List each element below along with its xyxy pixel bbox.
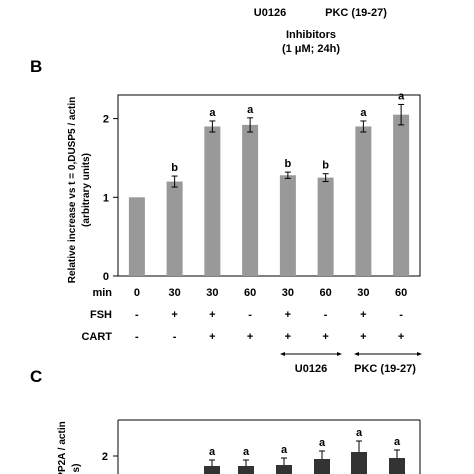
bar: [242, 124, 259, 276]
row-min-cell: 30: [282, 287, 294, 299]
group-bracket-u0126: [280, 352, 342, 356]
top-dose-label: (1 μM; 24h): [282, 43, 340, 55]
row-fsh-cell: -: [135, 309, 139, 321]
panel-c-bar: [204, 466, 220, 474]
significance-letter: a: [247, 104, 254, 116]
row-fsh-cell: +: [285, 309, 291, 321]
bar: [128, 197, 145, 276]
ytick-label: 0: [103, 271, 109, 283]
bar: [393, 114, 410, 276]
bar: [166, 181, 183, 276]
row-fsh-cell: +: [360, 309, 366, 321]
row-min-cell: 60: [395, 287, 407, 299]
significance-letter: a: [398, 90, 405, 102]
top-inhibitors-label: Inhibitors: [286, 29, 336, 41]
panel-b-condition-rows: 0 30 30 60 30 60 30 60 - + + - + - + - - - + + + + + +: [134, 287, 407, 343]
row-min-cell: 30: [169, 287, 181, 299]
group-label-u0126: U0126: [295, 363, 327, 375]
row-fsh-cell: +: [209, 309, 215, 321]
row-cart-cell: +: [322, 331, 328, 343]
panel-b-plot-frame: [117, 94, 421, 277]
row-min-cell: 30: [206, 287, 218, 299]
panel-c-plot: 2: [102, 419, 421, 474]
group-bracket-pkc: [354, 352, 422, 356]
panel-c-letter: C: [30, 367, 42, 386]
row-fsh-cell: -: [399, 309, 403, 321]
panel-c-ytick-label: 2: [102, 451, 108, 463]
panel-c-bar: [238, 466, 254, 474]
bar: [317, 177, 334, 276]
group-label-pkc: PKC (19-27): [354, 363, 416, 375]
row-fsh-cell: +: [171, 309, 177, 321]
panel-c-bars: a a a a a a: [204, 427, 405, 474]
significance-letter: b: [285, 158, 292, 170]
row-min-cell: 30: [357, 287, 369, 299]
row-min-cell: 0: [134, 287, 140, 299]
panel-c-significance-letter: a: [356, 427, 363, 439]
panel-c-bar: [351, 452, 367, 474]
significance-letter: a: [360, 107, 367, 119]
panel-c-bar: [314, 459, 330, 474]
panel-c-ylabel2: s): [71, 464, 82, 473]
bar: [204, 126, 221, 276]
panel-c-significance-letter: a: [281, 444, 288, 456]
significance-letter: a: [209, 107, 216, 119]
ytick-label: 1: [103, 192, 109, 204]
row-fsh-label: FSH: [90, 309, 112, 321]
top-u0126-label: U0126: [254, 7, 286, 19]
row-cart-cell: +: [285, 331, 291, 343]
panel-c-bar: [276, 465, 292, 474]
significance-letter: b: [171, 162, 178, 174]
panel-b-ylabel2: (arbitrary units): [81, 153, 92, 227]
row-fsh-cell: -: [248, 309, 252, 321]
row-cart-cell: +: [360, 331, 366, 343]
panel-b-plot: 0 1 2 b a a b b a a: [103, 90, 421, 283]
ytick-label: 2: [103, 114, 109, 126]
row-cart-cell: +: [247, 331, 253, 343]
row-cart-cell: +: [398, 331, 404, 343]
row-cart-cell: -: [173, 331, 177, 343]
panel-b-letter: B: [30, 57, 42, 76]
bar: [279, 175, 296, 276]
panel-c-significance-letter: a: [243, 446, 250, 458]
panel-c-bar: [389, 458, 405, 474]
row-cart-label: CART: [81, 331, 112, 343]
bar: [355, 126, 372, 276]
row-cart-cell: -: [135, 331, 139, 343]
panel-c-significance-letter: a: [394, 436, 401, 448]
significance-letter: b: [322, 160, 329, 172]
panel-b-ylabel: Relative increase vs t = 0,DUSP5 / actin: [67, 97, 78, 283]
row-min-label: min: [92, 287, 112, 299]
row-min-cell: 60: [244, 287, 256, 299]
row-fsh-cell: -: [324, 309, 328, 321]
panel-c-significance-letter: a: [209, 446, 216, 458]
panel-c-significance-letter: a: [319, 437, 326, 449]
row-cart-cell: +: [209, 331, 215, 343]
top-pkc-label: PKC (19-27): [325, 7, 387, 19]
row-min-cell: 60: [320, 287, 332, 299]
panel-c-ylabel: PP2A / actin: [57, 421, 68, 474]
